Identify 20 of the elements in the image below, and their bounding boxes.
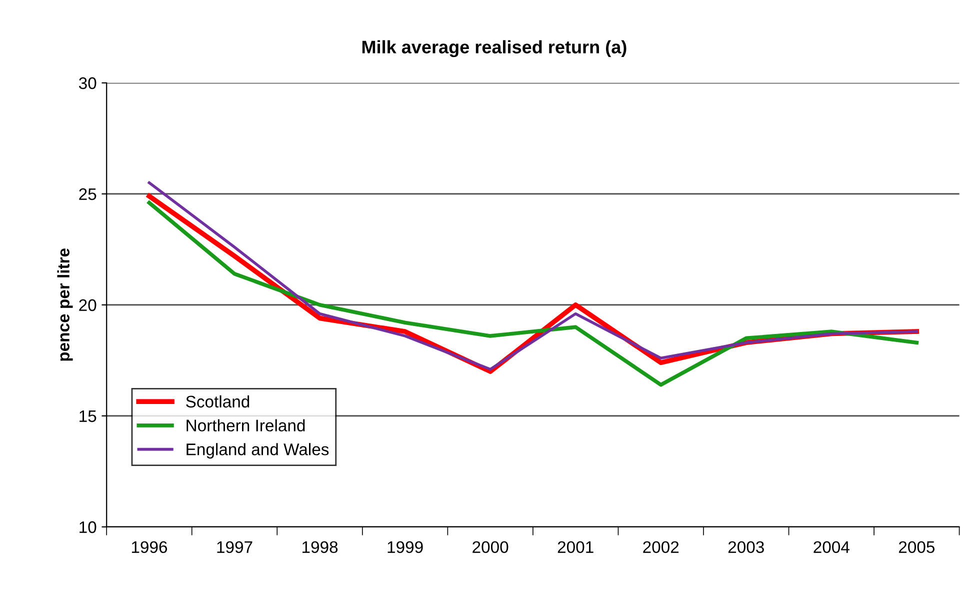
chart-title: Milk average realised return (a) xyxy=(362,40,626,58)
x-tick-label: 1996 xyxy=(132,541,168,554)
x-tick-label: 2002 xyxy=(643,541,679,554)
y-tick-label: 25 xyxy=(79,188,96,200)
y-tick-label: 30 xyxy=(78,77,96,90)
x-tick-label: 1997 xyxy=(217,541,252,554)
x-tick-label: 1999 xyxy=(388,541,423,554)
x-tick-label: 2005 xyxy=(898,541,935,554)
x-tick-label: 1998 xyxy=(302,541,338,554)
x-tick-label: 2003 xyxy=(728,541,764,554)
legend-label: Northern Ireland xyxy=(186,419,305,432)
x-tick-label: 2000 xyxy=(472,541,508,554)
y-tick-label: 15 xyxy=(80,410,96,422)
legend-label: England and Wales xyxy=(186,443,329,459)
y-axis-title: pence per litre xyxy=(57,248,73,361)
x-tick-label: 2001 xyxy=(558,541,594,554)
y-tick-label: 10 xyxy=(80,521,96,534)
x-tick-label: 2004 xyxy=(814,541,850,554)
y-tick-label: 20 xyxy=(79,299,96,312)
legend-label: Scotland xyxy=(186,395,250,408)
